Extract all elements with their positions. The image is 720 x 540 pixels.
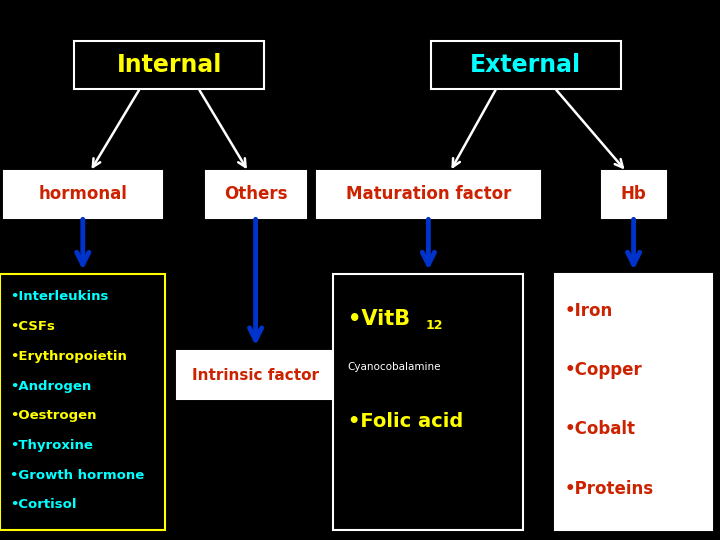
Text: •Thyroxine: •Thyroxine (11, 439, 94, 452)
FancyBboxPatch shape (431, 40, 621, 89)
Text: •Folic acid: •Folic acid (348, 411, 463, 431)
Text: hormonal: hormonal (38, 185, 127, 204)
Text: Hb: Hb (621, 185, 647, 204)
Text: •Proteins: •Proteins (565, 480, 654, 498)
Text: •Cortisol: •Cortisol (11, 498, 77, 511)
FancyBboxPatch shape (4, 171, 162, 218)
Text: External: External (470, 53, 581, 77)
Text: 12: 12 (426, 319, 443, 332)
FancyBboxPatch shape (333, 274, 523, 530)
FancyBboxPatch shape (1, 274, 166, 530)
Text: •Copper: •Copper (565, 361, 642, 379)
Text: •Oestrogen: •Oestrogen (11, 409, 97, 422)
FancyBboxPatch shape (602, 171, 665, 218)
FancyBboxPatch shape (318, 171, 540, 218)
Text: Intrinsic factor: Intrinsic factor (192, 368, 319, 383)
Text: Internal: Internal (117, 53, 222, 77)
Text: •Growth hormone: •Growth hormone (11, 469, 145, 482)
Text: Cyanocobalamine: Cyanocobalamine (348, 362, 441, 372)
Text: Maturation factor: Maturation factor (346, 185, 511, 204)
Text: •Androgen: •Androgen (11, 380, 91, 393)
FancyBboxPatch shape (74, 40, 264, 89)
FancyBboxPatch shape (206, 171, 305, 218)
Text: •Erythropoietin: •Erythropoietin (11, 350, 127, 363)
Text: •Cobalt: •Cobalt (565, 420, 636, 438)
FancyBboxPatch shape (554, 274, 712, 530)
Text: •VitB: •VitB (348, 308, 410, 329)
Text: Others: Others (224, 185, 287, 204)
Text: •Iron: •Iron (565, 301, 613, 320)
FancyBboxPatch shape (177, 351, 334, 399)
Text: •Interleukins: •Interleukins (11, 291, 109, 303)
Text: •CSFs: •CSFs (11, 320, 55, 333)
